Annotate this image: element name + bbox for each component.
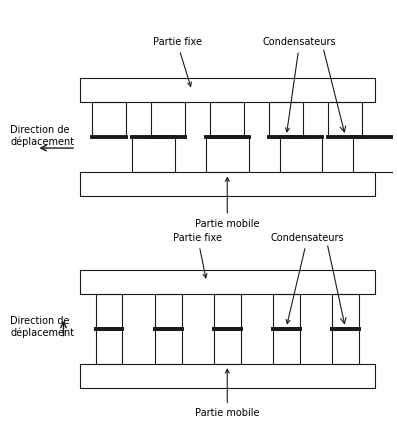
Text: Partie fixe: Partie fixe [152,37,202,86]
Text: Direction de
déplacement: Direction de déplacement [10,316,74,338]
Text: Partie mobile: Partie mobile [195,369,260,418]
Text: Condensateurs: Condensateurs [263,37,336,132]
Text: Direction de
déplacement: Direction de déplacement [10,125,74,147]
Text: Partie fixe: Partie fixe [173,233,222,278]
Text: Partie mobile: Partie mobile [195,178,260,229]
Text: Condensateurs: Condensateurs [270,233,344,324]
